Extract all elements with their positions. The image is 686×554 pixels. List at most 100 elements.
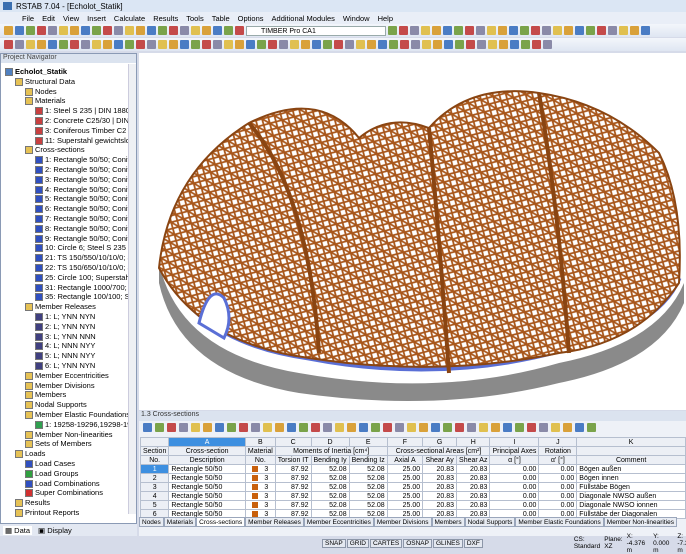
- table-tab-materials[interactable]: Materials: [164, 517, 196, 527]
- toolbar-button-icon[interactable]: [443, 26, 452, 35]
- tree-item[interactable]: 10: Circle 6; Steel S 235: [35, 243, 126, 253]
- toggle-osnap[interactable]: OSNAP: [403, 539, 432, 548]
- menu-window[interactable]: Window: [339, 12, 374, 24]
- menu-edit[interactable]: Edit: [38, 12, 59, 24]
- tree-item[interactable]: Loads: [15, 449, 45, 459]
- toolbar-button-icon[interactable]: [630, 26, 639, 35]
- cell[interactable]: 25.00: [387, 465, 422, 474]
- toolbar-button-icon[interactable]: [378, 40, 387, 49]
- tree-item[interactable]: Member Divisions: [25, 381, 95, 391]
- tree-item[interactable]: 2: Concrete C25/30 | DIN: [35, 116, 129, 126]
- tree-item[interactable]: Super Combinations: [25, 488, 103, 498]
- toolbar-button-icon[interactable]: [147, 40, 156, 49]
- toolbar-button-icon[interactable]: [103, 40, 112, 49]
- toolbar-button-icon[interactable]: [37, 26, 46, 35]
- tree-item[interactable]: 5: Rectangle 50/50; Conit: [35, 194, 130, 204]
- tree-item[interactable]: Load Groups: [25, 469, 78, 479]
- table-tab-member-non-linearities[interactable]: Member Non-linearities: [604, 517, 677, 527]
- toolbar-button-icon[interactable]: [70, 26, 79, 35]
- cell[interactable]: 3: [245, 483, 275, 492]
- table-toolbar-button-icon[interactable]: [563, 423, 572, 432]
- table-toolbar-button-icon[interactable]: [443, 423, 452, 432]
- toolbar-button-icon[interactable]: [202, 40, 211, 49]
- cell[interactable]: 52.08: [349, 492, 387, 501]
- tree-item[interactable]: 9: Rectangle 50/50; Conit: [35, 234, 130, 244]
- cell[interactable]: 52.08: [349, 474, 387, 483]
- cell[interactable]: Rectangle 50/50: [169, 501, 246, 510]
- toolbar-button-icon[interactable]: [81, 40, 90, 49]
- tree-item[interactable]: Load Combinations: [25, 479, 100, 489]
- toolbar-button-icon[interactable]: [367, 40, 376, 49]
- column-letter[interactable]: K: [577, 438, 686, 447]
- table-toolbar-button-icon[interactable]: [239, 423, 248, 432]
- toolbar-button-icon[interactable]: [125, 26, 134, 35]
- toolbar-button-icon[interactable]: [455, 40, 464, 49]
- cell[interactable]: 20.83: [423, 483, 457, 492]
- toolbar-button-icon[interactable]: [410, 26, 419, 35]
- toolbar-button-icon[interactable]: [465, 26, 474, 35]
- toolbar-button-icon[interactable]: [499, 40, 508, 49]
- toolbar-button-icon[interactable]: [213, 40, 222, 49]
- tree-item[interactable]: Sets of Members: [25, 439, 92, 449]
- tree-item[interactable]: 6: L; YNN NYN: [35, 361, 95, 371]
- toolbar-button-icon[interactable]: [279, 40, 288, 49]
- toolbar-button-icon[interactable]: [454, 26, 463, 35]
- cell[interactable]: 20.83: [423, 492, 457, 501]
- menu-file[interactable]: File: [18, 12, 38, 24]
- tree-item[interactable]: 4: L; NNN NYY: [35, 341, 95, 351]
- toolbar-button-icon[interactable]: [543, 40, 552, 49]
- column-letter[interactable]: A: [169, 438, 246, 447]
- toolbar-button-icon[interactable]: [158, 26, 167, 35]
- toolbar-button-icon[interactable]: [323, 40, 332, 49]
- cell[interactable]: 25.00: [387, 474, 422, 483]
- toolbar-button-icon[interactable]: [136, 40, 145, 49]
- menu-options[interactable]: Options: [234, 12, 268, 24]
- cell[interactable]: 3: [245, 501, 275, 510]
- cell[interactable]: 52.08: [311, 483, 349, 492]
- toolbar-button-icon[interactable]: [180, 40, 189, 49]
- toolbar-button-icon[interactable]: [224, 26, 233, 35]
- toolbar-button-icon[interactable]: [356, 40, 365, 49]
- table-toolbar-button-icon[interactable]: [359, 423, 368, 432]
- toolbar-button-icon[interactable]: [224, 40, 233, 49]
- cell[interactable]: Diagonale NWSO ionnen: [577, 501, 686, 510]
- toolbar-button-icon[interactable]: [520, 26, 529, 35]
- tree-item[interactable]: 21: TS 150/550/10/10/0; S: [35, 253, 132, 263]
- table-toolbar-button-icon[interactable]: [155, 423, 164, 432]
- cell[interactable]: 25.00: [387, 483, 422, 492]
- menu-table[interactable]: Table: [208, 12, 234, 24]
- cell[interactable]: 87.92: [275, 501, 311, 510]
- table-toolbar-button-icon[interactable]: [503, 423, 512, 432]
- toolbar-button-icon[interactable]: [26, 26, 35, 35]
- cell[interactable]: Rectangle 50/50: [169, 492, 246, 501]
- tab-display[interactable]: ▣ Display: [38, 526, 72, 535]
- table-toolbar-button-icon[interactable]: [371, 423, 380, 432]
- cell[interactable]: 3: [245, 474, 275, 483]
- toolbar-button-icon[interactable]: [400, 40, 409, 49]
- tree-item[interactable]: 8: Rectangle 50/50; Conit: [35, 224, 130, 234]
- tree-item[interactable]: Echolot_Statik: [5, 67, 67, 77]
- tree-item[interactable]: 7: Rectangle 50/50; Conit: [35, 214, 130, 224]
- table-toolbar-button-icon[interactable]: [287, 423, 296, 432]
- tree-item[interactable]: 6: Rectangle 50/50; Conit: [35, 204, 130, 214]
- cell[interactable]: 4: [141, 492, 169, 501]
- tree-item[interactable]: 31: Rectangle 1000/700; C: [35, 283, 134, 293]
- toolbar-button-icon[interactable]: [498, 26, 507, 35]
- toolbar-button-icon[interactable]: [169, 40, 178, 49]
- cell[interactable]: 5: [141, 501, 169, 510]
- table-toolbar-button-icon[interactable]: [143, 423, 152, 432]
- toolbar-button-icon[interactable]: [125, 40, 134, 49]
- tree-item[interactable]: Member Releases: [25, 302, 96, 312]
- toolbar-button-icon[interactable]: [477, 40, 486, 49]
- toolbar-button-icon[interactable]: [619, 26, 628, 35]
- menu-tools[interactable]: Tools: [182, 12, 208, 24]
- cell[interactable]: 20.83: [457, 501, 490, 510]
- toolbar-button-icon[interactable]: [92, 40, 101, 49]
- tree-item[interactable]: Printout Reports: [15, 508, 79, 518]
- tree-item[interactable]: 22: TS 150/650/10/10/0; S: [35, 263, 132, 273]
- cell[interactable]: 0.00: [539, 492, 577, 501]
- table-toolbar-button-icon[interactable]: [167, 423, 176, 432]
- cell[interactable]: 20.83: [457, 474, 490, 483]
